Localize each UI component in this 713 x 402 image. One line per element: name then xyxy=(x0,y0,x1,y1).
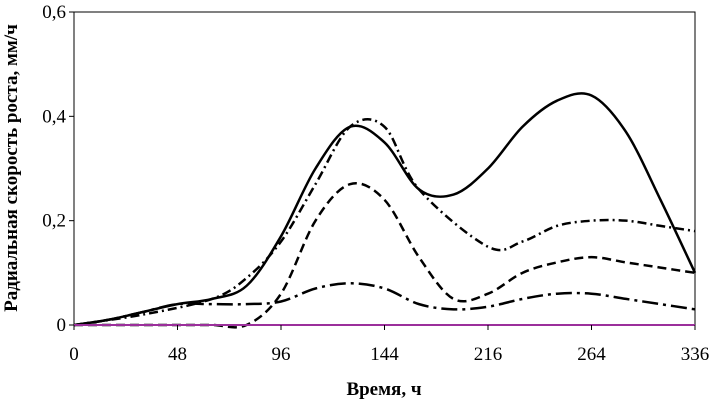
x-tick-label: 264 xyxy=(577,344,606,365)
y-tick-label: 0,6 xyxy=(42,2,66,23)
x-tick-label: 96 xyxy=(272,344,291,365)
axes-layer: 0 48 96 144 216 264 336 0 0,2 0,4 0,6 xyxy=(42,2,709,365)
y-axis-title: Радиальная скорость роста, мм/ч xyxy=(1,24,22,312)
x-tick-label: 0 xyxy=(69,344,79,365)
x-tick-label: 48 xyxy=(168,344,187,365)
plot-area xyxy=(73,11,696,326)
x-tick-label: 216 xyxy=(474,344,503,365)
series-line-2 xyxy=(73,118,696,327)
series-line-4 xyxy=(73,282,696,327)
series-line-1 xyxy=(73,92,697,327)
y-tick-label: 0 xyxy=(57,315,67,336)
x-tick-label: 336 xyxy=(681,344,710,365)
y-tick-label: 0,4 xyxy=(42,106,66,127)
x-axis-title: Время, ч xyxy=(346,379,421,400)
y-tick-label: 0,2 xyxy=(42,211,66,232)
x-tick-label: 144 xyxy=(370,344,399,365)
